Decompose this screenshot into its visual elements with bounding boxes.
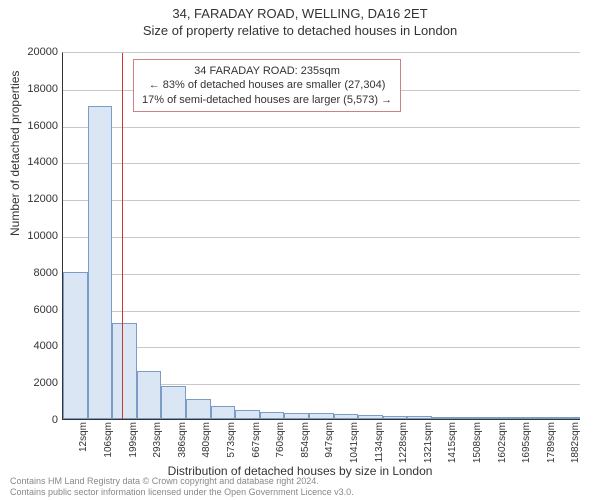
histogram-bar xyxy=(63,272,88,419)
histogram-bar xyxy=(260,412,285,419)
annotation-line: 17% of semi-detached houses are larger (… xyxy=(142,93,392,107)
gridline xyxy=(63,347,580,348)
title-subtitle: Size of property relative to detached ho… xyxy=(0,21,600,38)
gridline xyxy=(63,127,580,128)
gridline xyxy=(63,274,580,275)
y-tick-label: 18000 xyxy=(8,83,58,95)
x-tick-label: 1695sqm xyxy=(521,422,532,466)
x-tick-label: 573sqm xyxy=(226,422,237,466)
y-tick-label: 16000 xyxy=(8,120,58,132)
plot-area: 34 FARADAY ROAD: 235sqm← 83% of detached… xyxy=(62,52,580,420)
y-tick-label: 20000 xyxy=(8,46,58,58)
x-tick-label: 760sqm xyxy=(275,422,286,466)
histogram-bar xyxy=(432,417,457,419)
footer-line2: Contains public sector information licen… xyxy=(10,487,354,498)
histogram-bar xyxy=(235,410,260,419)
x-tick-label: 386sqm xyxy=(177,422,188,466)
histogram-bar xyxy=(88,106,113,419)
histogram-bar xyxy=(137,371,162,419)
footer-attribution: Contains HM Land Registry data © Crown c… xyxy=(10,476,354,498)
footer-line1: Contains HM Land Registry data © Crown c… xyxy=(10,476,354,487)
x-tick-label: 1882sqm xyxy=(570,422,581,466)
histogram-bar xyxy=(161,386,186,419)
histogram-bar xyxy=(506,417,531,419)
x-tick-label: 12sqm xyxy=(78,422,89,466)
x-tick-label: 854sqm xyxy=(300,422,311,466)
y-tick-label: 4000 xyxy=(8,340,58,352)
property-marker-line xyxy=(122,53,123,419)
histogram-bar xyxy=(358,415,383,419)
gridline xyxy=(63,200,580,201)
x-tick-label: 1508sqm xyxy=(472,422,483,466)
y-tick-label: 8000 xyxy=(8,267,58,279)
histogram-bar xyxy=(407,416,432,419)
x-tick-label: 480sqm xyxy=(201,422,212,466)
x-tick-label: 1415sqm xyxy=(447,422,458,466)
y-axis-label: Number of detached properties xyxy=(8,71,22,236)
x-tick-label: 1789sqm xyxy=(546,422,557,466)
y-tick-label: 2000 xyxy=(8,377,58,389)
histogram-bar xyxy=(211,406,236,419)
x-tick-label: 1602sqm xyxy=(497,422,508,466)
x-tick-label: 293sqm xyxy=(152,422,163,466)
histogram-bar xyxy=(481,417,506,419)
title-address: 34, FARADAY ROAD, WELLING, DA16 2ET xyxy=(0,0,600,21)
x-tick-label: 1134sqm xyxy=(374,422,385,466)
gridline xyxy=(63,163,580,164)
gridline xyxy=(63,311,580,312)
y-tick-label: 12000 xyxy=(8,193,58,205)
x-tick-label: 106sqm xyxy=(103,422,114,466)
annotation-line: ← 83% of detached houses are smaller (27… xyxy=(142,78,392,92)
histogram-bar xyxy=(186,399,211,419)
y-tick-label: 6000 xyxy=(8,304,58,316)
x-tick-label: 947sqm xyxy=(324,422,335,466)
x-tick-label: 1321sqm xyxy=(423,422,434,466)
annotation-box: 34 FARADAY ROAD: 235sqm← 83% of detached… xyxy=(133,59,401,112)
y-tick-label: 10000 xyxy=(8,230,58,242)
annotation-line: 34 FARADAY ROAD: 235sqm xyxy=(142,64,392,78)
histogram-bar xyxy=(383,416,408,419)
histogram-bar xyxy=(284,413,309,419)
chart-container: 34, FARADAY ROAD, WELLING, DA16 2ET Size… xyxy=(0,0,600,500)
x-tick-label: 199sqm xyxy=(128,422,139,466)
histogram-bar xyxy=(112,323,137,419)
histogram-bar xyxy=(530,417,555,419)
histogram-bar xyxy=(334,414,359,419)
histogram-bar xyxy=(457,417,482,419)
y-tick-label: 14000 xyxy=(8,156,58,168)
gridline xyxy=(63,237,580,238)
x-tick-label: 667sqm xyxy=(251,422,262,466)
histogram-bar xyxy=(309,413,334,419)
y-tick-label: 0 xyxy=(8,414,58,426)
x-tick-label: 1228sqm xyxy=(398,422,409,466)
x-tick-label: 1041sqm xyxy=(349,422,360,466)
histogram-bar xyxy=(555,417,580,419)
